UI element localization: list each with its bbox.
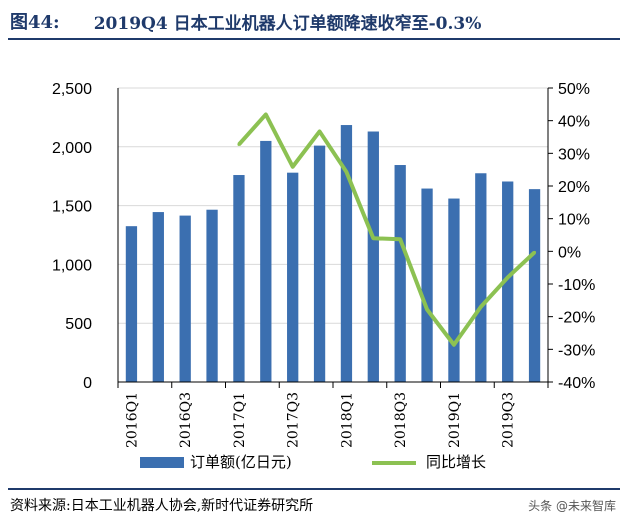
x-tick-label: 2016Q3 (178, 392, 194, 448)
growth-point (479, 305, 483, 309)
bar (287, 172, 299, 382)
watermark: 头条 @未来智库 (524, 496, 620, 515)
growth-point (264, 112, 268, 116)
bar (502, 181, 514, 382)
y-right-tick-label: 40% (558, 114, 590, 131)
x-tick-label: 2017Q1 (232, 392, 248, 448)
figure-number: 图44: (10, 12, 60, 33)
growth-point (398, 237, 402, 241)
source-text: 资料来源:日本工业机器人协会,新时代证券研究所 (10, 498, 314, 514)
y-left-tick-label: 500 (65, 316, 92, 333)
growth-point (506, 275, 510, 279)
y-left-tick-label: 2,000 (52, 140, 92, 157)
bar-series (125, 125, 541, 382)
x-tick-label: 2019Q1 (447, 392, 463, 448)
bar (260, 140, 272, 382)
y-right-tick-label: 30% (558, 146, 590, 163)
growth-point (291, 165, 295, 169)
x-tick-label: 2018Q3 (393, 392, 409, 448)
legend-label-line: 同比增长 (426, 453, 486, 471)
figure-title-bar: 图44: 2019Q4 日本工业机器人订单额降速收窄至-0.3% (8, 4, 620, 40)
y-right-tick-label: 50% (558, 81, 590, 98)
line-series (237, 112, 537, 347)
bar (233, 175, 245, 382)
growth-point (344, 170, 348, 174)
y-right-tick-label: -10% (558, 277, 595, 294)
bar (152, 212, 164, 382)
y-right-tick-label: -30% (558, 342, 595, 359)
bar (179, 215, 191, 382)
axes: 0 500 1,000 1,500 2,000 2,500 -40% -30% -20% -10%… (52, 81, 595, 448)
bar (528, 189, 541, 382)
y-right-tick-label: -40% (558, 375, 595, 392)
bar (421, 188, 433, 382)
x-tick-label: 2019Q3 (501, 392, 517, 448)
bar (313, 145, 326, 382)
y-right-tick-label: -20% (558, 310, 595, 327)
bar (206, 209, 218, 382)
figure-title: 2019Q4 日本工业机器人订单额降速收窄至-0.3% (93, 13, 482, 34)
bar (394, 165, 406, 382)
growth-point (533, 250, 537, 254)
growth-point (237, 143, 241, 147)
y-left-tick-label: 1,500 (52, 199, 92, 216)
bar (340, 125, 353, 382)
x-tick-label: 2016Q1 (124, 392, 140, 448)
growth-point (425, 307, 429, 311)
legend: 订单额(亿日元) 同比增长 (140, 453, 486, 471)
bar (125, 226, 138, 382)
legend-swatch-bar (140, 457, 184, 468)
x-tick-label: 2018Q1 (339, 392, 355, 448)
x-tick-label: 2017Q3 (286, 392, 302, 448)
growth-point (318, 129, 322, 133)
y-left-tick-label: 2,500 (52, 81, 92, 98)
chart-area: 0 500 1,000 1,500 2,000 2,500 -40% -30% -20% -10%… (52, 81, 595, 471)
source-footer: 资料来源:日本工业机器人协会,新时代证券研究所 (8, 488, 620, 520)
growth-line (237, 112, 536, 347)
y-right-tick-label: 10% (558, 212, 590, 229)
legend-label-bar: 订单额(亿日元) (190, 453, 292, 471)
growth-point (371, 236, 375, 240)
y-right-tick-label: 20% (558, 179, 590, 196)
y-right-tick-label: 0% (558, 244, 581, 261)
growth-point (452, 343, 456, 347)
bar (475, 173, 487, 382)
y-left-tick-label: 0 (83, 375, 92, 392)
y-left-tick-label: 1,000 (52, 257, 92, 274)
bar (448, 198, 460, 382)
bar (367, 131, 379, 382)
